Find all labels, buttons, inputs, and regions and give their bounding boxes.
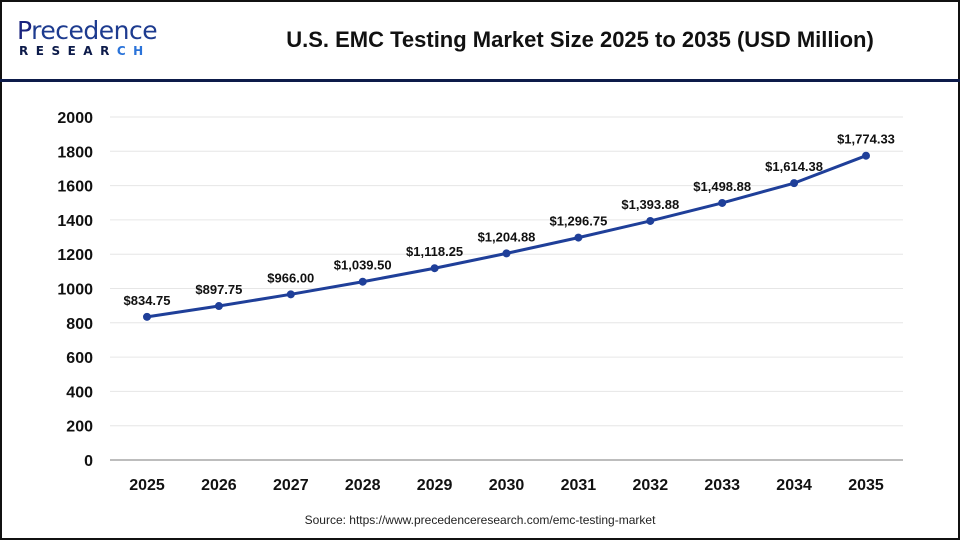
data-point bbox=[214, 302, 223, 311]
x-tick-label: 2029 bbox=[417, 477, 453, 494]
y-tick-label: 1000 bbox=[57, 282, 93, 299]
data-point bbox=[574, 233, 583, 242]
data-point bbox=[646, 216, 655, 225]
data-point bbox=[862, 151, 870, 160]
y-tick-label: 200 bbox=[66, 419, 93, 436]
x-tick-label: 2034 bbox=[776, 477, 812, 494]
x-tick-label: 2025 bbox=[129, 477, 165, 494]
x-tick-label: 2032 bbox=[633, 477, 669, 494]
data-label: $1,039.50 bbox=[334, 258, 392, 273]
data-label: $1,204.88 bbox=[478, 229, 536, 244]
data-label: $1,614.38 bbox=[765, 159, 823, 174]
logo-text-bottom: RESEARCH bbox=[19, 44, 151, 58]
data-label: $897.75 bbox=[195, 282, 242, 297]
x-tick-label: 2027 bbox=[273, 477, 309, 494]
data-point bbox=[430, 264, 439, 273]
source-text: Source: https://www.precedenceresearch.c… bbox=[304, 513, 656, 527]
data-point bbox=[143, 312, 151, 321]
header-divider bbox=[0, 79, 960, 82]
y-tick-label: 0 bbox=[84, 453, 93, 470]
data-point bbox=[718, 198, 727, 207]
x-tick-label: 2031 bbox=[561, 477, 597, 494]
x-tick-label: 2030 bbox=[489, 477, 525, 494]
data-label: $1,296.75 bbox=[549, 214, 607, 229]
data-label: $1,118.25 bbox=[406, 244, 463, 259]
y-tick-label: 1600 bbox=[57, 179, 93, 196]
x-tick-label: 2033 bbox=[704, 477, 740, 494]
data-point bbox=[286, 290, 295, 299]
data-label: $1,498.88 bbox=[693, 179, 751, 194]
x-tick-label: 2035 bbox=[848, 477, 884, 494]
data-point bbox=[790, 179, 799, 188]
y-tick-label: 1800 bbox=[57, 144, 93, 161]
data-label: $966.00 bbox=[267, 270, 314, 285]
y-tick-label: 800 bbox=[66, 316, 93, 333]
data-label: $834.75 bbox=[124, 293, 171, 308]
y-tick-label: 600 bbox=[66, 350, 93, 367]
x-tick-label: 2026 bbox=[201, 477, 237, 494]
logo: Precedence RESEARCH bbox=[17, 16, 158, 64]
data-label: $1,393.88 bbox=[621, 197, 679, 212]
y-tick-label: 2000 bbox=[57, 110, 93, 127]
data-point bbox=[358, 277, 367, 286]
logo-text-top: Precedence bbox=[17, 16, 158, 45]
x-tick-label: 2028 bbox=[345, 477, 381, 494]
data-point bbox=[502, 249, 511, 258]
y-tick-label: 1400 bbox=[57, 213, 93, 230]
y-tick-label: 1200 bbox=[57, 247, 93, 264]
y-tick-label: 400 bbox=[66, 384, 93, 401]
data-label: $1,774.33 bbox=[837, 132, 895, 147]
chart-title: U.S. EMC Testing Market Size 2025 to 203… bbox=[286, 27, 874, 52]
